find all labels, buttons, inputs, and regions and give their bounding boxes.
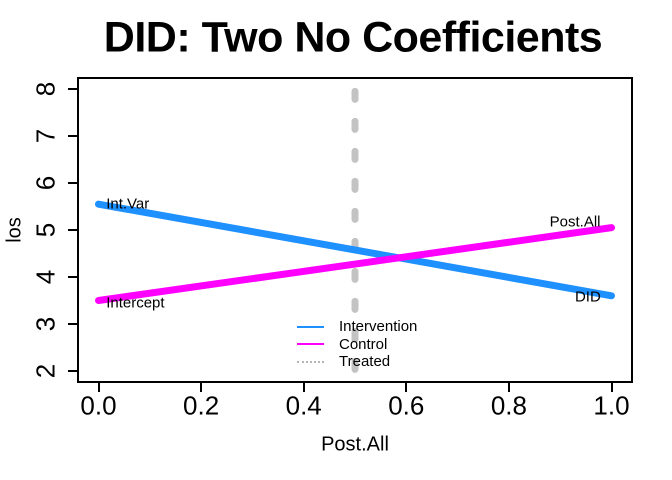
y-tick-label: 2 bbox=[30, 363, 61, 379]
y-tick-label: 5 bbox=[30, 222, 61, 238]
x-axis-label: Post.All bbox=[321, 433, 389, 456]
y-tick-label: 8 bbox=[30, 81, 61, 97]
legend-entry-control: Control bbox=[297, 336, 417, 354]
y-tick-mark bbox=[68, 276, 78, 278]
x-tick-mark bbox=[507, 383, 510, 392]
legend-line-swatch bbox=[297, 325, 324, 328]
legend-entry-intervention: Intervention bbox=[297, 318, 417, 336]
legend-label: Intervention bbox=[339, 318, 418, 336]
annotation-did: DID bbox=[574, 288, 601, 306]
x-tick-label: 0.0 bbox=[80, 390, 117, 421]
y-tick-label: 7 bbox=[30, 128, 61, 144]
y-tick-mark bbox=[68, 88, 78, 90]
y-tick-label: 3 bbox=[30, 316, 61, 332]
x-tick-mark bbox=[200, 383, 203, 392]
legend-label: Control bbox=[339, 335, 388, 353]
y-tick-mark bbox=[68, 229, 78, 231]
y-tick-label: 4 bbox=[30, 269, 61, 285]
legend-line-swatch bbox=[297, 343, 324, 346]
x-tick-label: 1.0 bbox=[593, 390, 630, 421]
legend-line-swatch bbox=[297, 360, 324, 363]
annotation-intercept: Intercept bbox=[106, 294, 165, 312]
chart-title: DID: Two No Coefficients bbox=[103, 13, 603, 62]
x-tick-mark bbox=[97, 383, 100, 392]
x-tick-label: 0.2 bbox=[183, 390, 220, 421]
legend-entry-treated: Treated bbox=[297, 353, 417, 371]
x-tick-label: 0.8 bbox=[490, 390, 527, 421]
y-tick-mark bbox=[68, 182, 78, 184]
y-tick-mark bbox=[68, 135, 78, 137]
x-tick-label: 0.4 bbox=[285, 390, 322, 421]
x-tick-mark bbox=[302, 383, 305, 392]
x-tick-label: 0.6 bbox=[388, 390, 425, 421]
annotation-post-all: Post.All bbox=[549, 213, 601, 231]
y-axis-label: los bbox=[3, 217, 26, 243]
y-tick-mark bbox=[68, 323, 78, 325]
y-tick-mark bbox=[68, 370, 78, 372]
annotation-int-var: Int.Var bbox=[106, 195, 150, 213]
x-tick-mark bbox=[405, 383, 408, 392]
legend: Intervention Control Treated bbox=[297, 318, 417, 371]
x-tick-mark bbox=[610, 383, 613, 392]
legend-label: Treated bbox=[339, 353, 391, 371]
y-tick-label: 6 bbox=[30, 175, 61, 191]
